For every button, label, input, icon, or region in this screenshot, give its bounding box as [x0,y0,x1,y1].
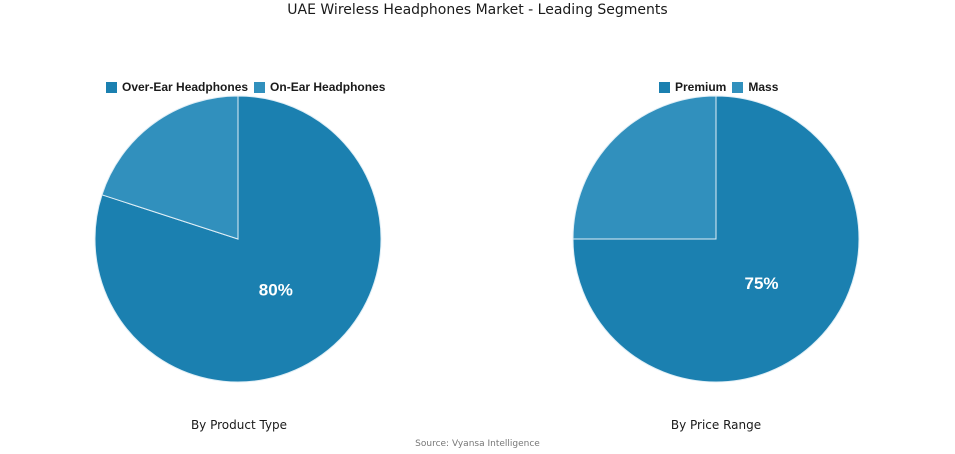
legend-product-type: Over-Ear Headphones On-Ear Headphones [106,80,385,94]
legend-label-over-ear: Over-Ear Headphones [122,80,249,94]
legend-label-premium: Premium [675,80,727,94]
legend-item-premium: Premium [659,80,726,94]
chart-title: UAE Wireless Headphones Market - Leading… [287,2,668,18]
legend-label-mass: Mass [748,80,779,94]
slice-premium [572,95,860,383]
source-note: Source: Vyansa Intelligence [415,439,540,449]
legend-item-on-ear: On-Ear Headphones [254,80,385,94]
slice-mass [572,95,717,240]
caption-price-range: By Price Range [670,418,762,432]
legend-label-on-ear: On-Ear Headphones [270,80,386,94]
legend-item-mass: Mass [732,80,778,94]
legend-swatch-on-ear [254,81,266,93]
legend-swatch-mass [732,81,744,93]
legend-swatch-over-ear [106,81,117,93]
legend-swatch-premium [659,81,670,93]
data-label-over-ear: 80% [259,281,293,300]
legend-price-range: Premium Mass [659,80,778,94]
caption-product-type: By Product Type [190,418,288,432]
slice-on-ear [101,95,239,240]
legend-item-over-ear: Over-Ear Headphones [106,80,248,94]
data-label-premium: 75% [744,274,778,293]
